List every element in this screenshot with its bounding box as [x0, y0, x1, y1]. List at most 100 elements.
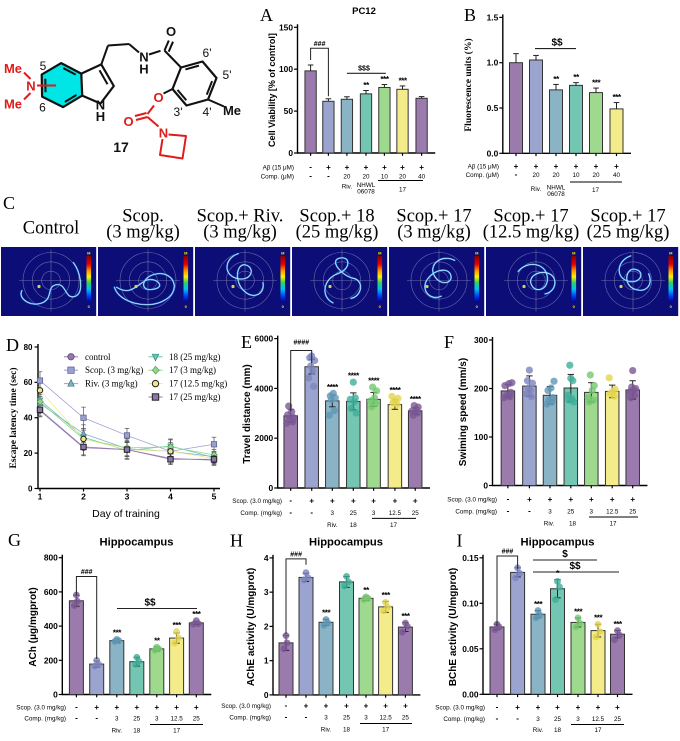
- svg-text:M: M: [378, 251, 382, 256]
- svg-text:1: 1: [38, 492, 43, 502]
- svg-text:D: D: [6, 335, 19, 355]
- svg-text:Comp. (μM): Comp. (μM): [466, 172, 499, 179]
- svg-text:25: 25: [350, 510, 358, 517]
- svg-text:17: 17: [399, 186, 407, 193]
- svg-text:NHWL: NHWL: [357, 182, 376, 189]
- svg-text:-: -: [310, 508, 313, 517]
- svg-text:M: M: [281, 251, 285, 256]
- svg-text:-: -: [95, 714, 98, 723]
- svg-text:Aβ (15 μM): Aβ (15 μM): [263, 165, 294, 172]
- svg-text:****: ****: [368, 376, 380, 386]
- svg-text:Comp. (mg/kg): Comp. (mg/kg): [443, 716, 485, 723]
- svg-text:+: +: [576, 703, 581, 712]
- svg-text:***: ***: [612, 92, 621, 102]
- svg-text:H: H: [139, 62, 148, 77]
- svg-text:12.5: 12.5: [389, 510, 402, 517]
- svg-text:3: 3: [364, 715, 368, 722]
- svg-text:*: *: [556, 568, 560, 578]
- svg-text:06078: 06078: [547, 191, 565, 198]
- svg-text:Swiming speed (mm/s): Swiming speed (mm/s): [458, 358, 469, 466]
- svg-text:-: -: [528, 507, 531, 516]
- svg-text:17: 17: [382, 727, 390, 734]
- svg-text:17: 17: [173, 728, 181, 735]
- svg-text:M: M: [87, 251, 91, 256]
- svg-text:Scop. (3 mg/kg): Scop. (3 mg/kg): [85, 365, 143, 375]
- svg-text:G: G: [8, 530, 21, 550]
- svg-text:+: +: [610, 495, 615, 504]
- svg-text:06078: 06078: [357, 189, 375, 196]
- svg-text:-: -: [327, 172, 330, 181]
- svg-text:Hippocampus: Hippocampus: [309, 537, 383, 549]
- svg-text:5: 5: [212, 492, 217, 502]
- svg-text:+: +: [364, 702, 369, 711]
- svg-text:-: -: [75, 714, 78, 723]
- svg-text:17: 17: [390, 522, 398, 529]
- svg-text:-: -: [515, 170, 518, 179]
- svg-text:0.15: 0.15: [462, 553, 479, 563]
- svg-text:0: 0: [476, 304, 479, 309]
- svg-text:Me: Me: [4, 61, 22, 76]
- svg-text:****: ****: [410, 394, 422, 404]
- svg-text:Hippocampus: Hippocampus: [100, 537, 174, 549]
- svg-text:+: +: [304, 702, 309, 711]
- svg-text:60: 60: [24, 378, 33, 387]
- svg-text:+: +: [134, 703, 139, 712]
- svg-text:**: **: [363, 80, 370, 90]
- svg-text:**: **: [154, 635, 161, 645]
- svg-text:12.5: 12.5: [170, 716, 183, 723]
- svg-text:0: 0: [282, 304, 285, 309]
- svg-text:+: +: [548, 495, 553, 504]
- svg-text:Me: Me: [223, 103, 241, 118]
- svg-text:25: 25: [567, 509, 575, 516]
- svg-text:***: ***: [113, 627, 122, 637]
- svg-text:5': 5': [223, 68, 232, 82]
- svg-text:6': 6': [203, 46, 212, 60]
- svg-text:3: 3: [576, 716, 580, 723]
- svg-text:(3 mg/kg): (3 mg/kg): [203, 223, 276, 243]
- svg-text:17: 17: [609, 521, 617, 528]
- svg-text:***: ***: [594, 613, 603, 623]
- svg-text:0: 0: [573, 304, 576, 309]
- svg-text:200: 200: [474, 384, 488, 394]
- svg-text:20: 20: [24, 449, 33, 458]
- svg-text:(12.5 mg/kg): (12.5 mg/kg): [483, 223, 580, 243]
- svg-text:20: 20: [399, 174, 407, 181]
- svg-text:I: I: [457, 531, 463, 551]
- svg-text:O: O: [166, 24, 176, 39]
- svg-text:25: 25: [629, 509, 637, 516]
- svg-text:+: +: [371, 497, 376, 506]
- svg-text:-: -: [285, 713, 288, 722]
- svg-text:12.5: 12.5: [379, 715, 392, 722]
- svg-text:600: 600: [44, 587, 58, 597]
- svg-text:F: F: [444, 332, 454, 352]
- svg-text:(25 mg/kg): (25 mg/kg): [296, 223, 379, 243]
- svg-text:25: 25: [193, 716, 201, 723]
- svg-text:B: B: [464, 5, 476, 25]
- svg-text:3: 3: [155, 716, 159, 723]
- svg-text:+: +: [574, 162, 579, 171]
- svg-text:1.0: 1.0: [487, 58, 499, 68]
- svg-text:Riv.: Riv.: [531, 186, 542, 193]
- svg-text:A: A: [260, 5, 273, 25]
- svg-text:2: 2: [81, 492, 86, 502]
- svg-text:0: 0: [185, 304, 188, 309]
- svg-text:Control: Control: [23, 219, 80, 239]
- svg-text:Comp. (mg/kg): Comp. (mg/kg): [455, 509, 497, 516]
- svg-text:N: N: [96, 98, 105, 113]
- svg-text:25: 25: [402, 715, 410, 722]
- svg-text:$: $: [562, 549, 568, 560]
- svg-text:PC12: PC12: [352, 6, 376, 17]
- svg-text:+: +: [594, 162, 599, 171]
- svg-text:1.5: 1.5: [487, 12, 499, 22]
- svg-text:+: +: [324, 702, 329, 711]
- svg-text:0.10: 0.10: [462, 598, 479, 608]
- svg-text:M: M: [572, 251, 576, 256]
- svg-text:+: +: [330, 497, 335, 506]
- svg-text:+: +: [400, 163, 405, 172]
- svg-text:25: 25: [412, 510, 420, 517]
- svg-text:***: ***: [322, 608, 331, 618]
- svg-text:-: -: [507, 507, 510, 516]
- svg-text:+: +: [351, 497, 356, 506]
- svg-text:+: +: [596, 703, 601, 712]
- svg-text:3: 3: [548, 509, 552, 516]
